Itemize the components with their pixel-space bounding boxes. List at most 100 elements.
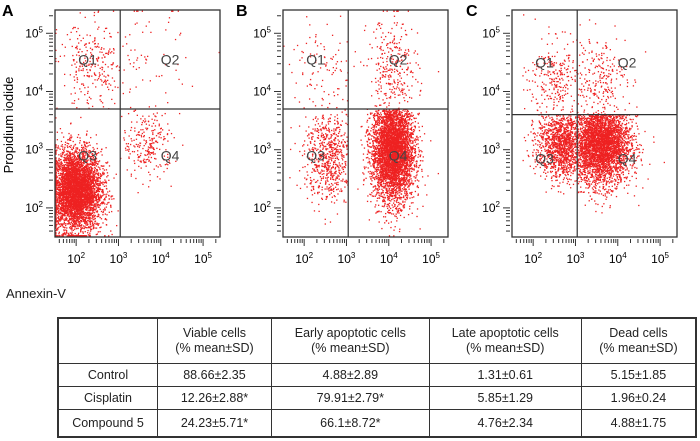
data-point <box>61 180 63 182</box>
data-point <box>82 217 84 219</box>
data-point <box>137 131 140 134</box>
data-point <box>102 183 104 186</box>
data-point <box>162 139 165 141</box>
data-point <box>149 174 151 176</box>
data-point <box>82 83 84 85</box>
data-point <box>62 173 65 175</box>
data-point <box>78 164 81 166</box>
data-point <box>61 190 63 193</box>
data-point <box>173 137 175 139</box>
data-point <box>89 214 91 217</box>
data-point <box>89 171 91 173</box>
data-point <box>93 191 95 193</box>
data-point <box>88 211 90 214</box>
data-point <box>93 164 95 166</box>
data-point <box>88 235 91 237</box>
data-point <box>95 208 97 210</box>
data-point <box>68 162 70 164</box>
data-point <box>80 212 82 215</box>
data-point <box>72 207 74 209</box>
data-point <box>94 188 96 190</box>
data-point <box>77 134 80 136</box>
data-point <box>97 189 100 191</box>
data-point <box>86 142 89 144</box>
data-point <box>90 198 92 200</box>
data-point <box>71 188 73 190</box>
data-point <box>88 168 90 171</box>
data-point <box>101 191 103 193</box>
data-point <box>98 200 100 202</box>
data-point <box>63 173 66 175</box>
data-point <box>80 182 82 185</box>
data-point <box>67 161 69 164</box>
data-point <box>181 83 183 85</box>
data-point <box>62 172 64 174</box>
data-point <box>85 201 87 203</box>
data-point <box>167 21 170 23</box>
data-point <box>136 121 138 123</box>
data-point <box>55 150 57 153</box>
data-point <box>61 217 63 219</box>
data-point <box>56 131 59 133</box>
data-point <box>78 220 80 223</box>
data-point <box>64 182 66 184</box>
data-point <box>148 21 150 23</box>
data-point <box>55 207 58 209</box>
data-point <box>65 206 68 208</box>
data-point <box>89 174 91 176</box>
data-point <box>71 173 73 175</box>
data-point <box>72 194 74 196</box>
data-point <box>105 206 108 208</box>
data-point <box>61 217 63 220</box>
data-point <box>86 212 88 214</box>
data-point <box>86 171 89 173</box>
data-point <box>92 150 94 152</box>
data-point <box>74 155 76 158</box>
data-point <box>90 228 93 231</box>
data-point <box>68 192 71 195</box>
data-point <box>56 161 59 164</box>
data-point <box>92 208 94 210</box>
data-point <box>165 29 167 31</box>
data-point <box>84 152 87 154</box>
data-point <box>61 175 63 178</box>
data-point <box>58 189 60 191</box>
data-point <box>59 174 62 176</box>
data-point <box>82 69 84 72</box>
data-point <box>88 176 91 179</box>
data-point <box>60 140 63 143</box>
data-point <box>62 151 64 154</box>
data-point <box>68 196 70 198</box>
data-point <box>56 204 58 206</box>
data-point <box>73 212 76 214</box>
data-point <box>73 100 76 102</box>
data-point <box>67 166 70 169</box>
data-point <box>85 179 87 182</box>
data-point <box>140 167 142 169</box>
data-point <box>84 175 87 177</box>
data-point <box>136 154 139 156</box>
data-point <box>85 179 88 181</box>
data-point <box>72 179 74 181</box>
data-point <box>133 139 135 141</box>
data-point <box>72 182 75 184</box>
data-point <box>82 201 84 203</box>
data-point <box>90 136 92 139</box>
data-point <box>113 80 116 82</box>
data-point <box>82 205 84 207</box>
data-point <box>137 150 139 152</box>
data-point <box>100 94 102 97</box>
data-point <box>67 232 69 235</box>
data-point <box>72 202 74 205</box>
data-point <box>86 173 88 175</box>
data-point <box>97 189 100 192</box>
data-point <box>95 162 97 165</box>
data-point <box>69 215 71 217</box>
data-point <box>82 155 85 157</box>
data-point <box>94 166 96 169</box>
data-point <box>92 188 94 190</box>
data-point <box>94 182 97 184</box>
data-point <box>70 217 72 219</box>
data-point <box>87 173 89 175</box>
data-point <box>62 223 65 225</box>
